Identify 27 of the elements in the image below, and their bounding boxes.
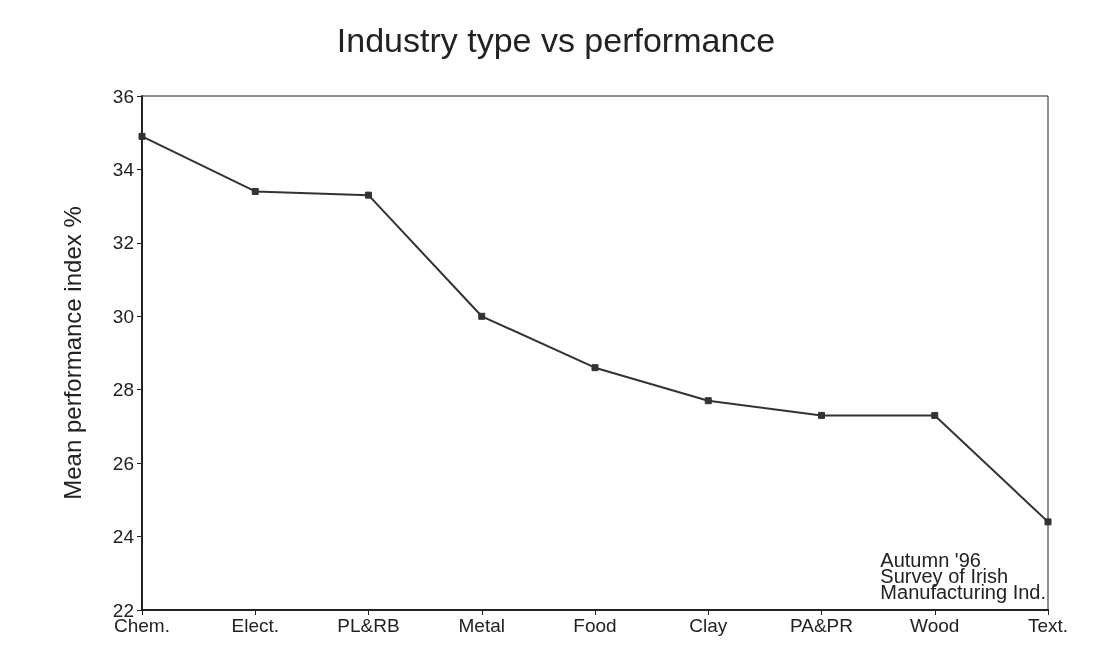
x-tick-label: Elect. — [231, 615, 280, 636]
point — [591, 364, 599, 372]
x-tick-label: PL&RB — [337, 615, 400, 636]
point — [251, 187, 259, 195]
annotation: Autumn '96 Survey of Irish Manufacturing Ind. — [880, 549, 1046, 603]
point — [931, 411, 939, 419]
chart-title: Industry type vs performance — [336, 21, 776, 59]
x-tick-label: PA&PR — [789, 615, 854, 636]
x-tick-label: Food — [573, 615, 617, 636]
y-tick-label: 26 — [112, 452, 134, 474]
x-tick-label: Clay — [689, 615, 728, 636]
y-tick-label: 32 — [112, 232, 134, 254]
y-tick-label: 36 — [112, 85, 134, 107]
y-tick-label: 34 — [112, 158, 135, 180]
point — [365, 191, 372, 199]
x-tick-label: Text. — [1027, 615, 1069, 636]
point — [818, 411, 825, 419]
y-tick-label: 24 — [112, 526, 135, 548]
y-axis-title: Mean performance index % — [58, 206, 86, 500]
point — [704, 397, 712, 405]
point — [1044, 518, 1052, 526]
x-tick-label: Metal — [458, 615, 505, 636]
x-tick-label: Wood — [910, 615, 960, 636]
y-tick-label: 28 — [112, 379, 134, 401]
y-tick-label: 30 — [112, 305, 134, 327]
point — [478, 312, 486, 320]
point — [138, 132, 146, 140]
